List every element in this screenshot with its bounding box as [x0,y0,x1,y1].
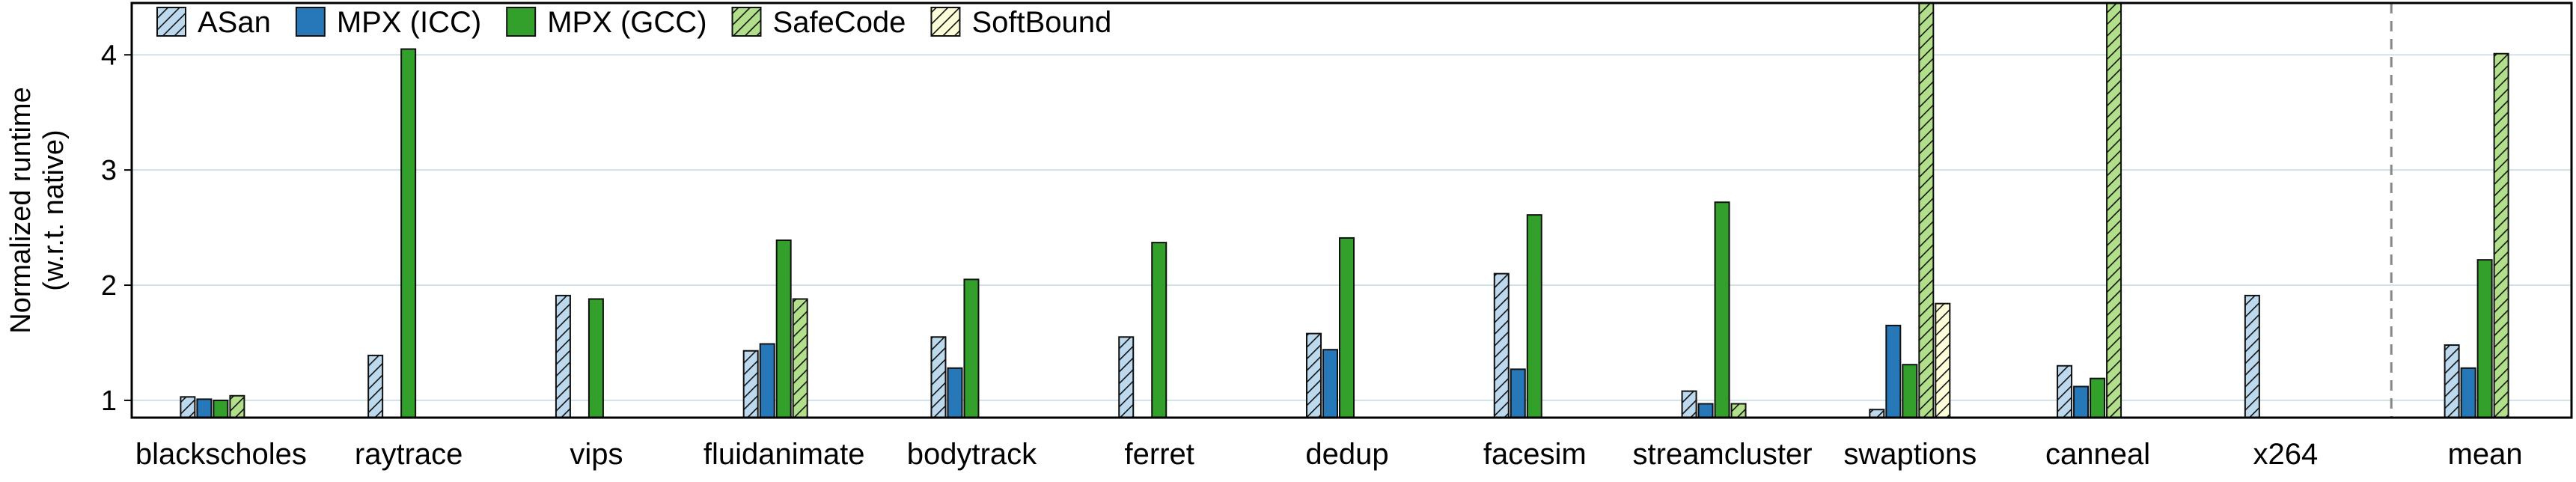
bar-asan-mean [2444,344,2460,418]
legend-label-mpx-gcc: MPX (GCC) [547,6,706,39]
y-tick-label: 1 [101,385,117,417]
bar-mpx-icc-fluidanimate [759,343,775,418]
legend-swatch-asan [156,7,186,37]
bar-mpx-icc-facesim [1510,368,1526,418]
x-tick-label: vips [570,438,623,471]
bar-safecode-canneal [2106,2,2122,418]
y-axis-title-line1: Normalized runtime [5,87,37,333]
legend-swatch-softbound [930,7,961,37]
bar-mpx-gcc-fluidanimate [775,240,792,418]
legend-label-safecode: SafeCode [773,6,906,39]
bar-mpx-icc-bodytrack [947,367,963,419]
bar-asan-swaptions [1869,409,1885,419]
bar-mpx-gcc-dedup [1339,237,1355,418]
bar-asan-ferret [1118,336,1135,418]
bar-mpx-gcc-mean [2476,259,2493,418]
y-tick-label: 4 [101,40,117,71]
bar-safecode-streamcluster [1730,403,1747,418]
x-tick-label: facesim [1483,438,1587,471]
legend-swatch-mpx-gcc [506,7,537,37]
x-tick-label: fluidanimate [703,438,865,471]
bar-mpx-gcc-swaptions [1902,364,1918,419]
bar-asan-raytrace [367,354,384,418]
legend-label-softbound: SoftBound [971,6,1111,39]
bar-asan-fluidanimate [742,350,759,418]
bar-mpx-gcc-ferret [1151,242,1168,419]
bar-mpx-gcc-streamcluster [1714,201,1730,418]
x-tick-label: bodytrack [907,438,1037,471]
bar-mpx-gcc-raytrace [400,48,417,419]
bar-asan-canneal [2057,364,2073,418]
bar-mpx-icc-mean [2460,367,2476,419]
bar-safecode-fluidanimate [792,298,808,418]
bar-mpx-gcc-blackscholes [213,399,229,419]
bar-mpx-gcc-bodytrack [963,278,980,419]
y-axis-title-line2: (w.r.t. native) [38,129,70,290]
x-tick-label: canneal [2045,438,2150,471]
bar-mpx-gcc-vips [587,298,604,418]
bar-mpx-icc-blackscholes [196,398,213,419]
bar-safecode-blackscholes [229,394,245,418]
x-tick-label: ferret [1125,438,1194,471]
y-tick-label: 3 [101,155,117,186]
legend-swatch-mpx-icc [295,7,326,37]
x-tick-label: x264 [2253,438,2318,471]
bar-asan-x264 [2244,294,2260,418]
legend-label-mpx-icc: MPX (ICC) [337,6,481,39]
legend: ASan MPX (ICC) MPX (GCC) SafeCode SoftBound [156,6,1111,39]
bar-asan-facesim [1493,272,1510,418]
bar-mpx-icc-dedup [1322,349,1338,419]
x-tick-label: raytrace [355,438,463,471]
y-tick-label: 2 [101,270,117,302]
x-tick-label: blackscholes [135,438,307,471]
plot-frame [130,1,2573,419]
bar-asan-blackscholes [180,396,196,418]
labels: blackscholes raytrace vips fluidanimate body… [5,87,2523,471]
bar-mpx-icc-streamcluster [1697,403,1714,418]
bar-safecode-mean [2493,52,2509,418]
bar-asan-streamcluster [1681,390,1697,418]
legend-swatch-safecode [731,7,762,37]
bar-mpx-icc-canneal [2073,385,2090,419]
x-tick-label: swaptions [1843,438,1977,471]
bar-asan-dedup [1306,332,1322,418]
x-tick-label: dedup [1305,438,1388,471]
bar-asan-bodytrack [930,336,947,418]
bar-mpx-gcc-facesim [1526,214,1542,418]
x-tick-label: mean [2448,438,2523,471]
bar-safecode-swaptions [1918,2,1935,418]
legend-label-asan: ASan [198,6,271,39]
bars [180,2,2509,419]
bar-asan-vips [555,294,571,418]
x-tick-label: streamcluster [1633,438,1813,471]
bar-mpx-gcc-canneal [2090,377,2106,418]
bar-mpx-icc-swaptions [1885,324,1902,418]
bar-softbound-swaptions [1935,302,1951,418]
axes: 1 2 3 4 [101,1,2573,419]
